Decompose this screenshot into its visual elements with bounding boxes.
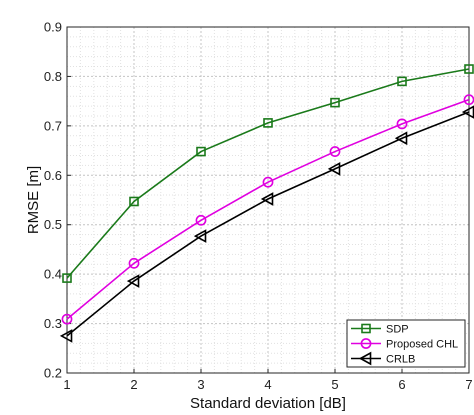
data-point	[464, 64, 474, 74]
series-line	[66, 111, 470, 337]
data-point	[397, 76, 407, 87]
y-tick-label: 0.6	[44, 168, 62, 183]
data-point	[193, 229, 207, 243]
series-0	[62, 64, 474, 283]
x-tick-label: 7	[465, 377, 472, 392]
x-tick-label: 5	[331, 377, 338, 392]
data-point	[262, 176, 274, 188]
data-point	[260, 192, 274, 206]
data-point	[195, 214, 207, 226]
series-line	[66, 98, 470, 320]
legend: SDP Proposed CHL CRLB	[346, 319, 466, 368]
series-1	[61, 94, 474, 325]
data-point	[396, 118, 408, 130]
data-point	[263, 118, 273, 128]
series-line	[66, 68, 470, 279]
series-group	[59, 64, 474, 343]
y-tick-label: 0.7	[44, 118, 62, 133]
legend-label: Proposed CHL	[386, 339, 458, 351]
data-point	[61, 313, 73, 325]
data-point	[59, 329, 73, 343]
x-axis-title: Standard deviation [dB]	[190, 395, 346, 412]
legend-label: CRLB	[386, 354, 415, 366]
x-tick-label: 4	[264, 377, 271, 392]
legend-marker	[361, 323, 371, 334]
data-point	[394, 131, 408, 146]
x-tick-label: 2	[130, 377, 137, 392]
data-point	[196, 146, 206, 157]
data-point	[330, 97, 340, 108]
y-tick-label: 0.9	[44, 20, 62, 35]
x-tick-label: 6	[398, 377, 405, 392]
data-point	[329, 146, 341, 157]
legend-label: SDP	[386, 324, 409, 336]
legend-marker	[358, 351, 372, 366]
y-axis-title: RMSE [m]	[25, 166, 42, 234]
grid	[67, 27, 469, 373]
data-point	[327, 162, 341, 176]
series-2	[59, 105, 474, 343]
y-tick-label: 0.4	[44, 267, 62, 282]
data-point	[62, 273, 72, 283]
x-tick-label: 3	[197, 377, 204, 392]
data-point	[126, 274, 140, 288]
x-tick-label: 1	[63, 377, 70, 392]
legend-marker	[360, 338, 372, 349]
y-tick-label: 0.5	[44, 217, 62, 232]
data-point	[129, 196, 139, 207]
y-tick-label: 0.2	[44, 366, 62, 381]
data-point	[128, 257, 140, 269]
y-tick-label: 0.3	[44, 316, 62, 331]
axis-ticks: 1 2 3 4 5 6 7 0.2 0.3 0.4 0.5 0.6 0.7 0.8 0.9	[44, 20, 473, 393]
y-tick-label: 0.8	[44, 69, 62, 84]
